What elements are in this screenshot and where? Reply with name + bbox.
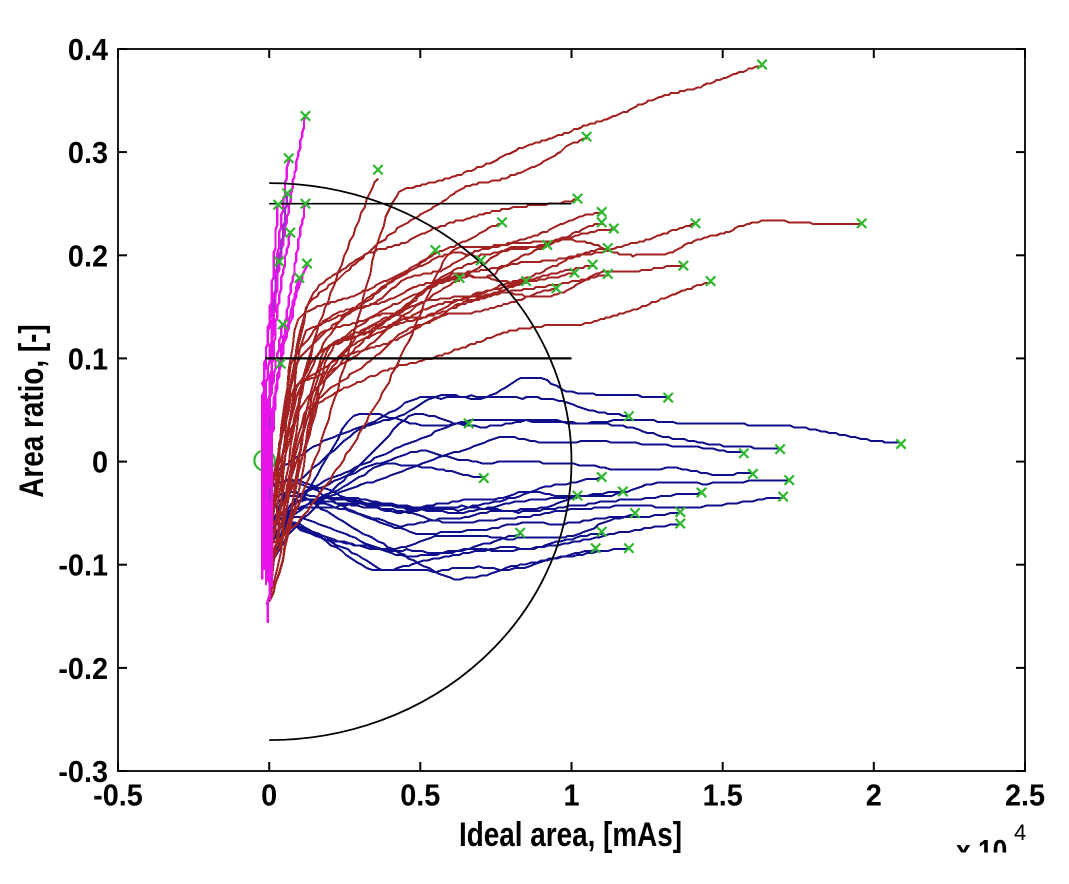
svg-text:2.5: 2.5 [1005, 779, 1045, 813]
svg-text:2: 2 [866, 779, 882, 813]
svg-text:0: 0 [92, 446, 108, 480]
svg-text:0.1: 0.1 [68, 342, 108, 376]
svg-text:0.5: 0.5 [400, 779, 440, 813]
svg-text:-0.1: -0.1 [58, 549, 108, 583]
svg-text:-0.2: -0.2 [58, 652, 108, 686]
svg-text:0.4: 0.4 [68, 33, 108, 67]
svg-text:-0.5: -0.5 [93, 779, 143, 813]
svg-text:4: 4 [1014, 820, 1026, 845]
svg-text:Ideal area, [mAs]: Ideal area, [mAs] [459, 815, 682, 853]
svg-text:1: 1 [563, 779, 579, 813]
svg-text:0.3: 0.3 [68, 136, 108, 170]
svg-text:0.2: 0.2 [68, 239, 108, 273]
svg-text:1.5: 1.5 [703, 779, 743, 813]
svg-text:Area ratio, [-]: Area ratio, [-] [12, 324, 50, 497]
svg-text:0: 0 [261, 779, 277, 813]
svg-text:-0.3: -0.3 [58, 755, 108, 789]
